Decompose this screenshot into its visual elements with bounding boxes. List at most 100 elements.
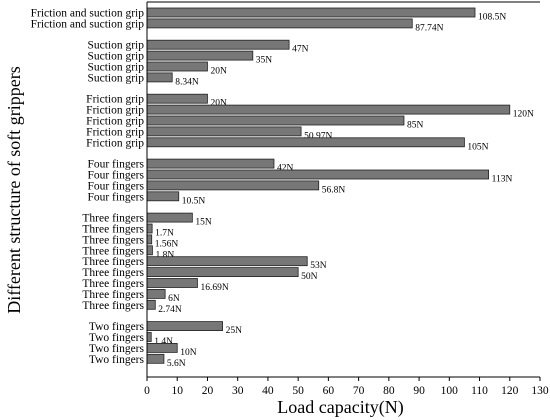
x-tick-label: 50 [292, 385, 304, 397]
bar [146, 288, 166, 299]
data-label: 10N [180, 348, 197, 358]
category-label: Friction and suction grip [31, 8, 145, 20]
bar [146, 169, 490, 180]
bar [146, 115, 405, 126]
category-label: Suction grip [87, 72, 144, 84]
data-label: 16.69N [200, 283, 228, 293]
category-label: Friction grip [86, 137, 144, 149]
category-label: Four fingers [87, 180, 144, 192]
x-tick-label: 70 [353, 385, 365, 397]
bar [146, 158, 275, 169]
bar [146, 180, 320, 191]
x-tick-label: 30 [232, 385, 244, 397]
category-label: Friction grip [86, 116, 144, 128]
bar [146, 126, 302, 137]
category-label: Two fingers [89, 321, 145, 333]
x-tick-label: 0 [144, 385, 150, 397]
category-label: Suction grip [87, 40, 144, 52]
bar [146, 267, 299, 278]
data-label: 120N [513, 110, 534, 120]
bar [146, 72, 173, 83]
x-tick-label: 40 [262, 385, 274, 397]
x-tick-label: 10 [171, 385, 183, 397]
x-tick-label: 20 [202, 385, 214, 397]
bar [146, 39, 290, 50]
bar [146, 353, 165, 364]
data-label: 42N [277, 164, 294, 174]
bar [146, 332, 152, 342]
bar [146, 18, 413, 29]
data-label: 20N [210, 67, 227, 77]
category-label: Two fingers [89, 332, 145, 344]
axes-layer [146, 1, 540, 378]
category-label: Friction grip [86, 126, 144, 138]
category-label: Three fingers [82, 245, 144, 257]
category-label: Suction grip [87, 51, 144, 63]
bar [146, 245, 153, 256]
bar [146, 50, 254, 61]
data-label: 8.34N [175, 77, 199, 87]
bar [146, 342, 178, 353]
bar [146, 321, 223, 332]
data-label: 113N [492, 175, 513, 185]
bar [146, 137, 465, 148]
bar [146, 256, 308, 267]
category-label: Four fingers [87, 159, 144, 171]
bar [146, 61, 208, 72]
data-label: 1.4N [154, 337, 173, 347]
data-label: 6N [168, 294, 180, 304]
data-label: 1.56N [155, 239, 179, 249]
x-tick-label: 110 [471, 385, 488, 397]
category-label: Three fingers [82, 213, 144, 225]
y-axis-label: Different structure of soft grippers [4, 66, 24, 314]
data-label: 10.5N [182, 196, 206, 206]
data-label: 105N [467, 142, 488, 152]
x-tick-label: 120 [501, 385, 519, 397]
category-label: Friction grip [86, 94, 144, 106]
data-label: 50.97N [304, 131, 332, 141]
bar [146, 7, 476, 18]
bar [146, 299, 156, 310]
x-tick-label: 100 [441, 385, 459, 397]
x-ticks: 0 10 20 30 40 50 60 70 80 90 100 110 120 130 [144, 377, 549, 397]
data-label: 20N [210, 99, 227, 109]
bar [146, 93, 208, 104]
category-label: Friction grip [86, 105, 144, 117]
x-axis-label: Load capacity(N) [277, 397, 403, 418]
data-label: 85N [407, 121, 424, 131]
bar [146, 104, 511, 115]
data-label: 1.8N [155, 250, 174, 260]
data-label: 47N [292, 45, 309, 55]
data-label: 53N [310, 261, 327, 271]
bar [146, 278, 198, 288]
data-label: 1.7N [155, 229, 174, 239]
category-label: Suction grip [87, 62, 144, 74]
bar [146, 223, 153, 234]
data-label: 25N [226, 326, 243, 336]
bar [146, 191, 180, 202]
category-label: Three fingers [82, 289, 144, 301]
bars-layer: Friction and suction grip 108.5N Friction … [31, 8, 534, 369]
data-label: 50N [301, 272, 318, 282]
data-label: 35N [256, 56, 272, 66]
category-label: Three fingers [82, 278, 144, 290]
category-label: Two fingers [89, 343, 145, 355]
data-label: 108.5N [478, 13, 506, 23]
category-label: Three fingers [82, 224, 144, 236]
category-label: Two fingers [89, 354, 145, 366]
x-tick-label: 60 [323, 385, 335, 397]
data-label: 56.8N [322, 185, 346, 195]
data-label: 15N [195, 218, 212, 228]
data-label: 5.6N [167, 359, 186, 369]
data-label: 2.74N [158, 305, 182, 315]
category-label: Friction and suction grip [31, 18, 145, 30]
category-label: Three fingers [82, 234, 144, 246]
x-tick-label: 80 [383, 385, 395, 397]
category-label: Three fingers [82, 267, 144, 279]
bar [146, 234, 153, 245]
data-label: 87.74N [415, 23, 443, 33]
category-label: Four fingers [87, 170, 144, 182]
x-tick-label: 90 [413, 385, 425, 397]
category-label: Three fingers [82, 300, 144, 312]
